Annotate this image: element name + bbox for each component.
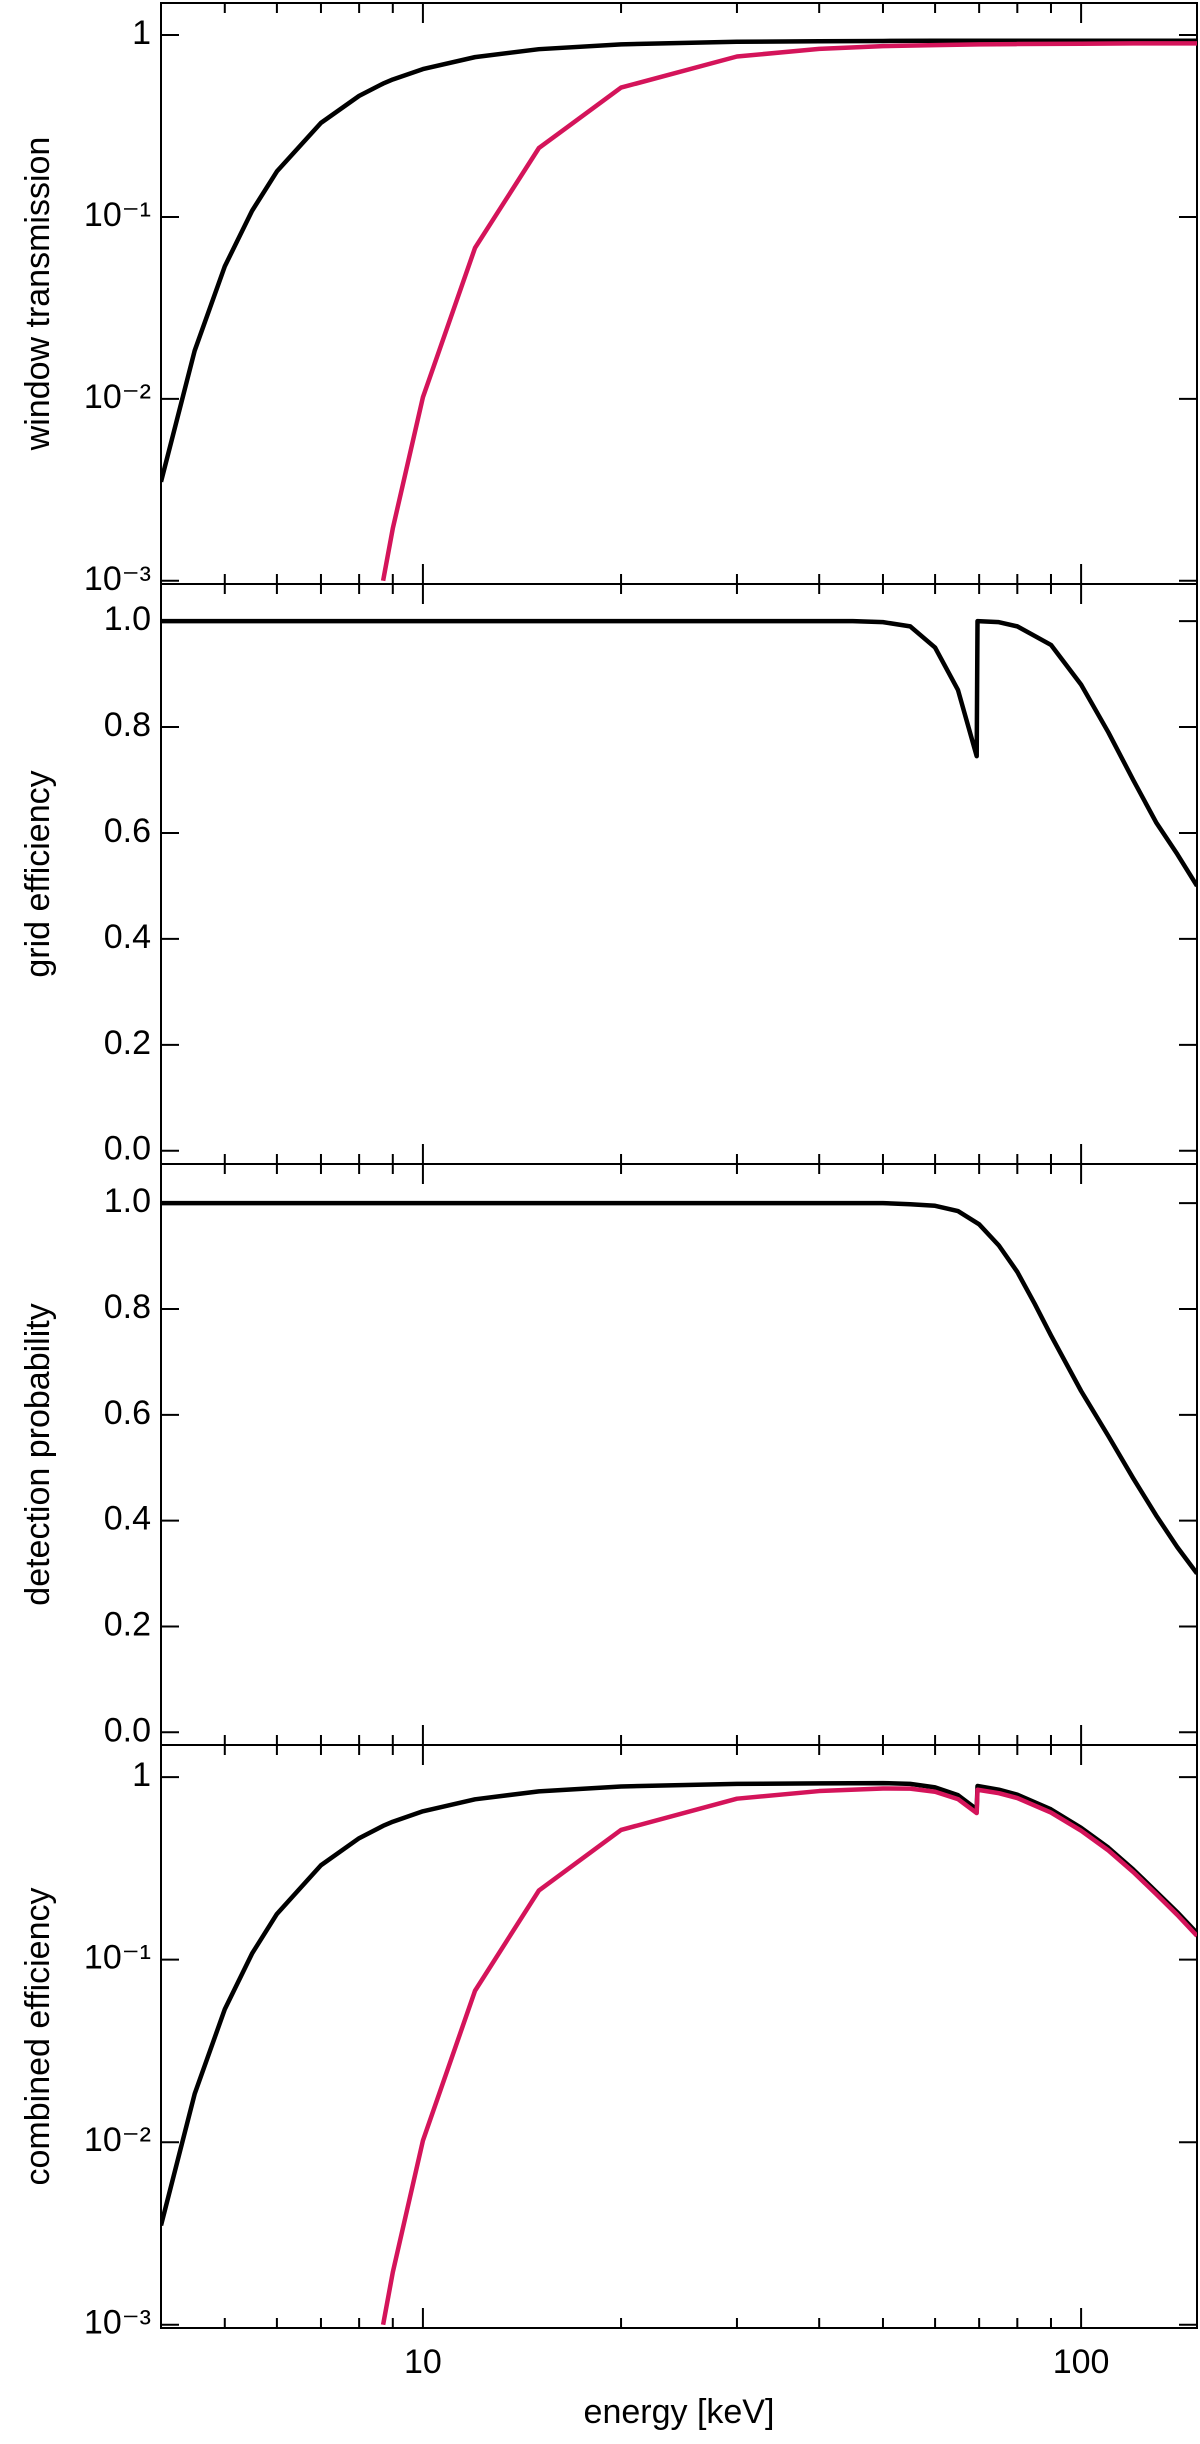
y-tick-label: 10⁻³ [84,560,151,598]
data-line [161,38,1197,483]
y-tick-label: 0.2 [104,1605,151,1643]
y-tick-label: 0.0 [104,1130,151,1168]
y-tick-label: 0.4 [104,918,151,956]
y-tick-label: 0.8 [104,706,151,744]
data-line [161,1780,1197,2227]
y-tick-label: 10⁻² [84,2121,151,2159]
y-tick-label: 0.4 [104,1500,151,1538]
plot-frame [160,583,1198,1165]
y-tick-label: 10⁻² [84,378,151,416]
x-axis-label: energy [keV] [584,2393,775,2431]
y-axis-label: grid efficiency [19,770,57,977]
data-line [161,618,1197,888]
y-tick-label: 1 [132,14,151,52]
x-tick-label: 10 [404,2343,442,2381]
x-tick-label: 100 [1053,2343,1110,2381]
y-tick-label: 10⁻³ [84,2304,151,2342]
y-tick-label: 10⁻¹ [84,196,151,234]
data-line [380,1786,1197,2326]
y-tick-label: 0.8 [104,1288,151,1326]
y-tick-label: 0.6 [104,812,151,850]
y-axis-label: detection probability [19,1303,57,1605]
data-line [161,1200,1197,1575]
y-tick-label: 0.0 [104,1711,151,1749]
y-axis-label: window transmission [19,137,57,452]
plot-frame [160,1163,1198,1746]
y-tick-label: 1.0 [104,600,151,638]
y-tick-label: 10⁻¹ [84,1939,151,1977]
plot-frame [160,2,1198,585]
y-axis-label: combined efficiency [19,1888,57,2186]
y-tick-label: 0.6 [104,1394,151,1432]
data-line [380,41,1197,582]
y-tick-label: 1 [132,1756,151,1794]
plot-frame [160,1744,1198,2329]
y-tick-label: 1.0 [104,1182,151,1220]
y-tick-label: 0.2 [104,1024,151,1062]
